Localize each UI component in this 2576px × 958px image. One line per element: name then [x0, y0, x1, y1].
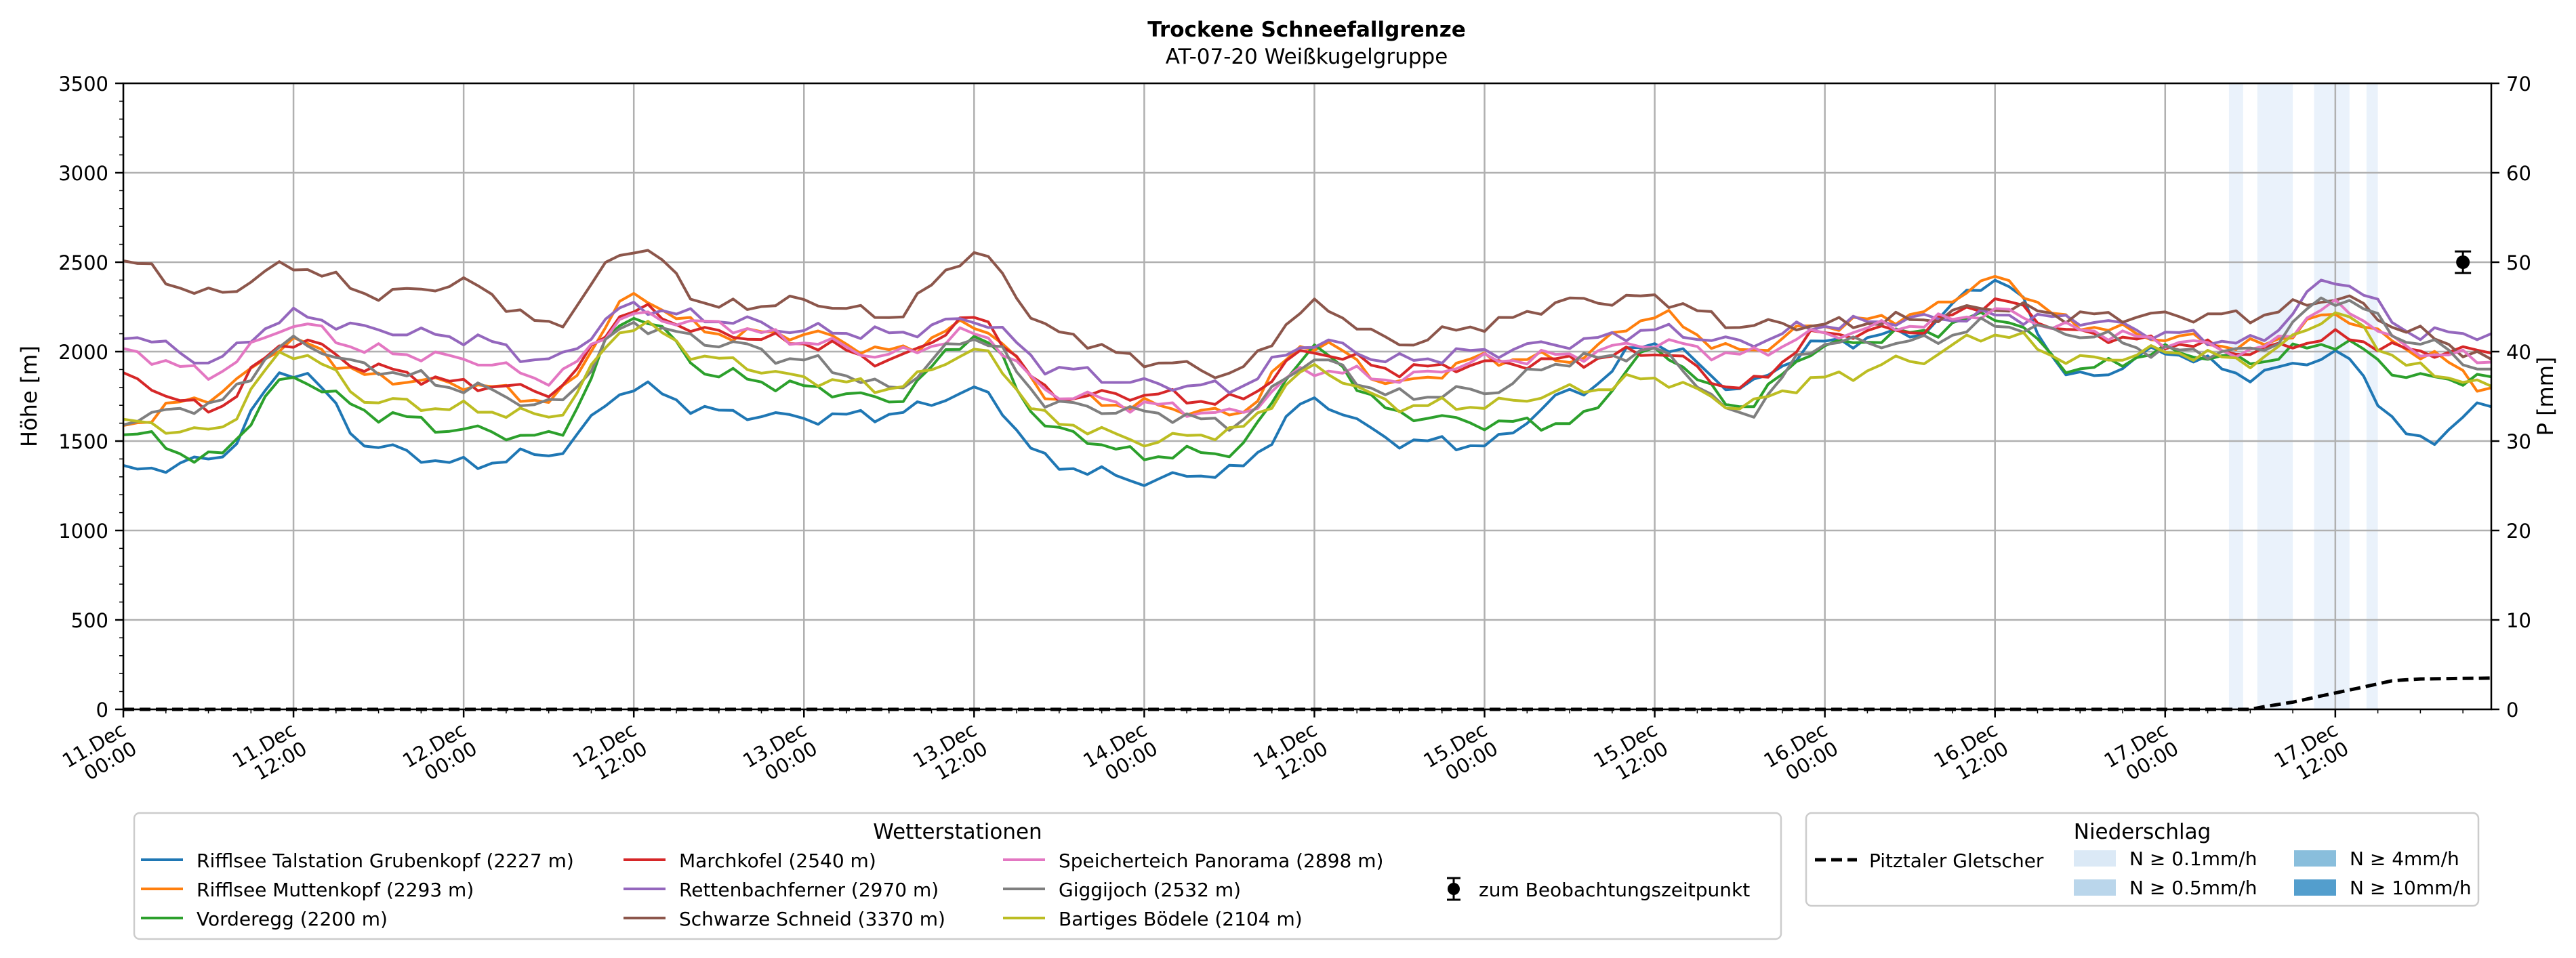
legend-label-4: Rettenbachferner (2970 m) [679, 879, 939, 901]
precipitation-bands [2228, 83, 2378, 709]
series-line-8 [123, 311, 2492, 448]
legend-precip-title: Niederschlag [2074, 820, 2211, 844]
y-right-tick-label-60: 60 [2506, 162, 2531, 185]
y-tick-label-1000: 1000 [58, 520, 108, 543]
legend-label-8: Bartiges Bödele (2104 m) [1059, 908, 1303, 930]
precip-legend-label-2: N ≥ 4mm/h [2350, 848, 2459, 870]
series-line-0 [123, 278, 2492, 487]
series-line-4 [123, 278, 2492, 394]
precip-band-0 [2228, 83, 2243, 709]
legend-observation-label: zum Beobachtungszeitpunkt [1479, 879, 1750, 901]
chart-title: Trockene Schneefallgrenze [1147, 18, 1466, 42]
y-right-tick-label-70: 70 [2506, 72, 2531, 96]
precip-legend-swatch-3 [2294, 879, 2336, 896]
legend-label-6: Speicherteich Panorama (2898 m) [1059, 850, 1383, 872]
precip-legend-swatch-1 [2074, 879, 2116, 896]
series-line-2 [123, 311, 2492, 464]
observation-marker [2456, 255, 2470, 269]
precip-line [123, 676, 2492, 711]
plot-frame [122, 82, 2493, 711]
series-line-7 [123, 296, 2491, 432]
legend-label-1: Rifflsee Muttenkopf (2293 m) [197, 879, 474, 901]
legend-label-2: Vorderegg (2200 m) [197, 908, 388, 930]
y-right-tick-label-30: 30 [2506, 430, 2531, 453]
legend-precip-line-label: Pitztaler Gletscher [1869, 850, 2044, 872]
legend-precip: Niederschlag Pitztaler Gletscher N ≥ 0.1… [1805, 812, 2480, 907]
y-tick-label-2500: 2500 [58, 251, 108, 274]
legend-label-3: Marchkofel (2540 m) [679, 850, 876, 872]
y-tick-label-500: 500 [71, 609, 108, 632]
precip-legend-label-1: N ≥ 0.5mm/h [2129, 877, 2257, 899]
legend-label-0: Rifflsee Talstation Grubenkopf (2227 m) [197, 850, 574, 872]
y-tick-label-3000: 3000 [58, 162, 108, 185]
y-right-tick-label-20: 20 [2506, 520, 2531, 543]
legend-label-5: Schwarze Schneid (3370 m) [679, 908, 945, 930]
legend-stations-title: Wetterstationen [873, 820, 1042, 844]
precip-legend-label-0: N ≥ 0.1mm/h [2129, 848, 2257, 870]
y-axis-right: 0 10 20 30 40 50 60 70 [2491, 72, 2531, 722]
y-right-tick-label-40: 40 [2506, 341, 2531, 364]
y-axis-label-right: P [mm] [2533, 357, 2558, 436]
precip-band-1 [2257, 83, 2293, 709]
y-tick-label-3500: 3500 [58, 72, 108, 96]
observation-marker-group [2455, 250, 2472, 274]
y-axis-label-left: Höhe [m] [16, 346, 42, 447]
y-axis-left: 0 500 1000 1500 2000 2500 3000 3500 [58, 72, 123, 722]
precip-legend-swatch-2 [2294, 850, 2336, 867]
station-series [123, 249, 2492, 487]
grid-lines [122, 82, 2491, 711]
precip-legend-swatch-0 [2074, 850, 2116, 867]
y-tick-label-2000: 2000 [58, 341, 108, 364]
series-line-5 [123, 249, 2492, 379]
precip-legend-label-3: N ≥ 10mm/h [2350, 877, 2472, 899]
legend-stations: Wetterstationen Rifflsee Talstation Grub… [133, 812, 1782, 940]
y-tick-label-0: 0 [96, 699, 108, 722]
series-line-6 [123, 298, 2492, 418]
precip-band-2 [2314, 83, 2350, 709]
legend-observation-marker [1448, 883, 1460, 895]
chart-subtitle: AT-07-20 Weißkugelgruppe [1166, 45, 1448, 69]
y-right-tick-label-50: 50 [2506, 251, 2531, 274]
y-right-tick-label-10: 10 [2506, 609, 2531, 632]
legend-label-7: Giggijoch (2532 m) [1059, 879, 1241, 901]
precipitation-line-group [123, 676, 2492, 711]
y-right-tick-label-0: 0 [2506, 699, 2518, 722]
y-tick-label-1500: 1500 [58, 430, 108, 453]
